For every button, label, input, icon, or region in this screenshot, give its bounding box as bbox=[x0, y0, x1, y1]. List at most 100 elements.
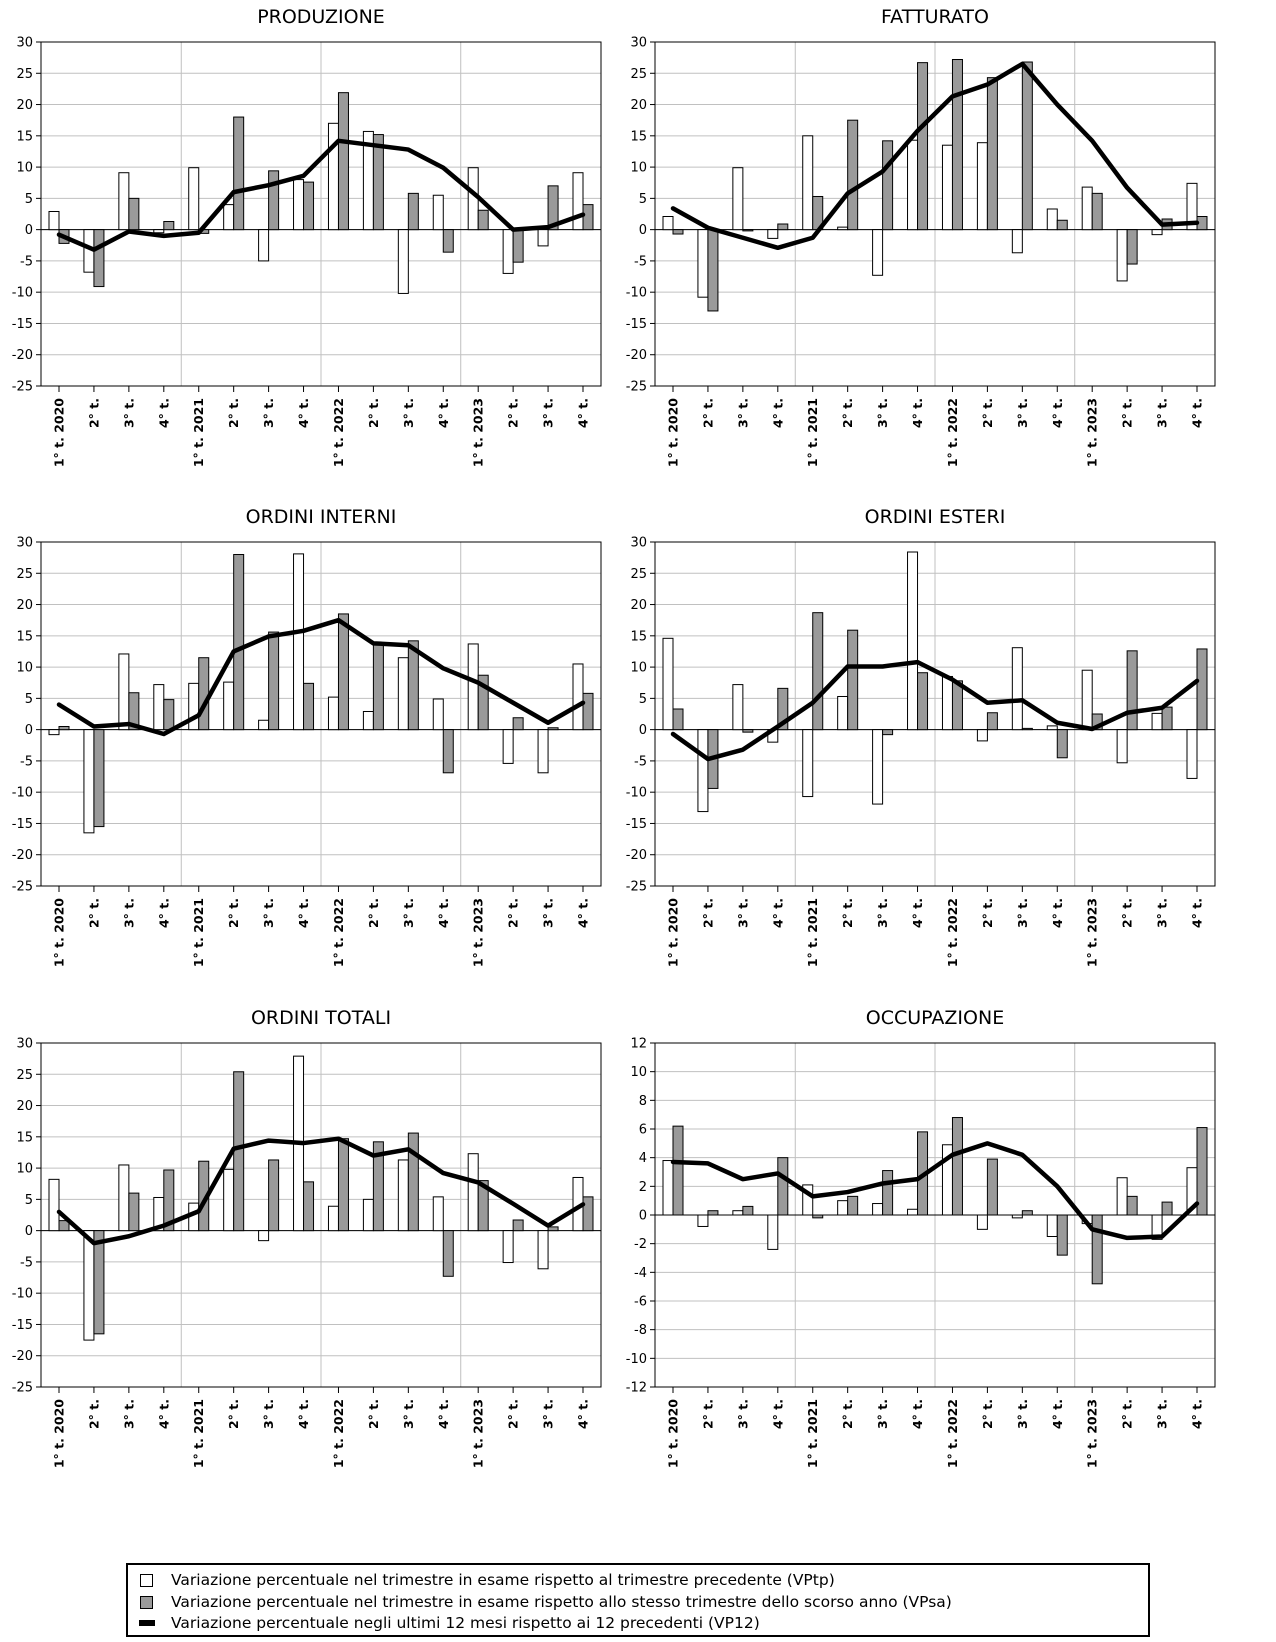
bar-vptp bbox=[48, 1178, 60, 1232]
chart-produzione: PRODUZIONE -25 -20 -15 -10 -5 0 5 10 15 20 25 30 1° t… bbox=[12, 6, 602, 467]
y-tick-label: 30 bbox=[630, 36, 647, 51]
x-tick-label: 3° t. bbox=[1015, 898, 1030, 928]
bar-vptp bbox=[258, 229, 270, 262]
bar-vptp bbox=[872, 729, 884, 805]
y-tick-label: -5 bbox=[20, 754, 33, 769]
plot-frame bbox=[40, 41, 602, 387]
y-tick-label: -5 bbox=[20, 254, 33, 269]
x-tick-label: 3° t. bbox=[1015, 1399, 1030, 1429]
y-tick-label: -15 bbox=[12, 317, 33, 332]
x-tick-label: 2° t. bbox=[86, 1399, 101, 1429]
bar-vptp bbox=[837, 695, 849, 731]
y-tick-label: 10 bbox=[630, 1065, 647, 1080]
bar-vptp bbox=[153, 684, 165, 731]
bar-vpsa bbox=[128, 1192, 140, 1232]
bar-vptp bbox=[223, 681, 235, 731]
y-tick-label: -25 bbox=[626, 380, 647, 395]
x-tick-label: 3° t. bbox=[121, 1399, 136, 1429]
bar-vptp bbox=[502, 729, 514, 764]
y-tick-label: -15 bbox=[12, 1318, 33, 1333]
x-tick-label: 4° t. bbox=[156, 398, 171, 428]
chart-title: OCCUPAZIONE bbox=[866, 1007, 1004, 1029]
y-tick-label: 5 bbox=[639, 692, 647, 707]
y-tick-label: -10 bbox=[12, 786, 33, 801]
y-tick-label: 15 bbox=[16, 1130, 33, 1145]
y-tick-label: 15 bbox=[630, 629, 647, 644]
bar-vptp bbox=[662, 637, 674, 731]
bar-vpsa bbox=[1056, 219, 1068, 231]
bar-vptp bbox=[907, 1208, 919, 1216]
bar-vpsa bbox=[268, 631, 280, 731]
x-tick-label: 1° t. 2023 bbox=[471, 898, 486, 967]
legend-label-vpsa: Variazione percentuale nel trimestre in … bbox=[171, 1593, 952, 1611]
x-tick-label: 2° t. bbox=[700, 898, 715, 928]
bar-vpsa bbox=[847, 119, 859, 231]
x-tick-label: 4° t. bbox=[436, 398, 451, 428]
y-tick-label: -20 bbox=[626, 348, 647, 363]
bar-vptp bbox=[362, 710, 374, 731]
bar-vptp bbox=[188, 682, 200, 731]
x-tick-label: 3° t. bbox=[1015, 398, 1030, 428]
line-vp12 bbox=[56, 138, 586, 252]
y-tick-label: 25 bbox=[16, 1068, 33, 1083]
bar-vptp bbox=[697, 229, 709, 298]
bar-vptp bbox=[1011, 1214, 1023, 1219]
chart-fatturato: FATTURATO -25 -20 -15 -10 -5 0 5 10 15 20 25 30 1° t.… bbox=[626, 6, 1216, 467]
bar-vpsa bbox=[337, 92, 349, 231]
x-tick-label: 1° t. 2023 bbox=[471, 398, 486, 467]
bar-vptp bbox=[502, 229, 514, 274]
x-tick-label: 2° t. bbox=[1120, 398, 1135, 428]
y-tick-label: 10 bbox=[630, 161, 647, 176]
x-tick-label: 1° t. 2022 bbox=[945, 398, 960, 467]
x-tick-label: 3° t. bbox=[875, 398, 890, 428]
y-tick-label: 20 bbox=[16, 598, 33, 613]
x-tick-label: 3° t. bbox=[875, 898, 890, 928]
bar-vpsa bbox=[1161, 1201, 1173, 1216]
x-tick-label: 4° t. bbox=[770, 898, 785, 928]
y-tick-label: 20 bbox=[630, 598, 647, 613]
bar-vptp bbox=[83, 729, 95, 834]
bar-vptp bbox=[1046, 1214, 1058, 1237]
y-tick-label: -6 bbox=[634, 1295, 647, 1310]
line-vp12 bbox=[56, 1136, 586, 1246]
bar-vpsa bbox=[477, 209, 489, 231]
bar-vpsa bbox=[407, 192, 419, 231]
x-tick-label: 2° t. bbox=[506, 398, 521, 428]
bar-vptp bbox=[223, 204, 235, 231]
bar-vpsa bbox=[1091, 192, 1103, 231]
x-tick-label: 2° t. bbox=[226, 1399, 241, 1429]
legend-item-vp12: Variazione percentuale negli ultimi 12 m… bbox=[139, 1612, 760, 1634]
bar-vpsa bbox=[512, 1219, 524, 1232]
y-tick-label: -8 bbox=[634, 1323, 647, 1338]
x-tick-label: 1° t. 2022 bbox=[331, 898, 346, 967]
x-tick-label: 1° t. 2023 bbox=[1085, 898, 1100, 967]
x-tick-label: 1° t. 2020 bbox=[666, 898, 681, 967]
x-tick-label: 1° t. 2020 bbox=[52, 398, 67, 467]
bar-vpsa bbox=[58, 1220, 70, 1232]
y-tick-label: -10 bbox=[12, 286, 33, 301]
x-tick-label: 2° t. bbox=[980, 1399, 995, 1429]
bar-vpsa bbox=[1091, 713, 1103, 731]
bar-vptp bbox=[1116, 729, 1128, 764]
bar-vpsa bbox=[672, 708, 684, 731]
plot-frame bbox=[40, 541, 602, 887]
bar-vpsa bbox=[707, 1210, 719, 1216]
bar-vpsa bbox=[163, 221, 175, 231]
y-tick-label: 25 bbox=[630, 567, 647, 582]
bar-vptp bbox=[767, 1214, 779, 1250]
x-tick-label: 1° t. 2020 bbox=[52, 898, 67, 967]
line-vp12 bbox=[670, 659, 1200, 762]
bar-vptp bbox=[872, 1203, 884, 1216]
y-tick-label: 10 bbox=[16, 661, 33, 676]
x-tick-label: 2° t. bbox=[840, 1399, 855, 1429]
bar-vptp bbox=[1186, 182, 1198, 231]
bar-vpsa bbox=[917, 672, 929, 731]
bar-vptp bbox=[48, 729, 60, 736]
x-tick-label: 3° t. bbox=[541, 898, 556, 928]
bar-vpsa bbox=[847, 629, 859, 731]
x-tick-label: 2° t. bbox=[980, 898, 995, 928]
bar-vpsa bbox=[547, 185, 559, 231]
bar-vptp bbox=[118, 1164, 130, 1232]
bar-vptp bbox=[732, 167, 744, 231]
bar-vptp bbox=[432, 194, 444, 231]
